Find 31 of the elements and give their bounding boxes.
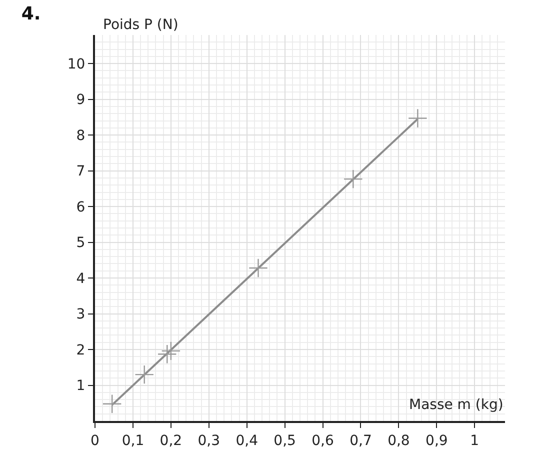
point [157,344,177,364]
x-tick-label: 0,9 [426,432,448,449]
x-tick-label: 0,8 [388,432,410,449]
x-axis-title: Masse m (kg) [409,397,504,413]
y-axis-title: Poids P (N) [103,17,178,33]
y-tick-label: 7 [76,164,86,180]
y-tick-label: 9 [76,92,86,108]
x-tick-label: 0,7 [350,432,372,449]
y-tick-label: 1 [76,378,86,394]
x-tick-label: 1 [470,432,480,449]
point [161,341,181,361]
x-tick-label: 0,6 [312,432,334,449]
y-tick-label: 6 [76,199,86,216]
chart-title: 4. [21,4,41,25]
y-tick-label: 3 [76,306,86,323]
y-tick-label: 4 [76,270,86,287]
x-tick-label: 0,5 [274,432,296,449]
x-tick-label: 0,2 [160,432,182,449]
y-tick-label: 5 [76,235,86,252]
point [408,108,428,128]
point [248,258,268,278]
point [102,394,122,414]
x-tick-label: 0,4 [236,432,258,449]
x-tick-label: 0,1 [122,432,144,449]
x-tick-label: 0 [90,432,100,449]
y-tick-label: 10 [67,56,86,72]
x-tick-label: 0,3 [198,432,220,449]
point [134,364,154,384]
y-tick-label: 8 [76,128,86,144]
point [343,169,363,189]
y-tick-label: 2 [76,342,86,358]
